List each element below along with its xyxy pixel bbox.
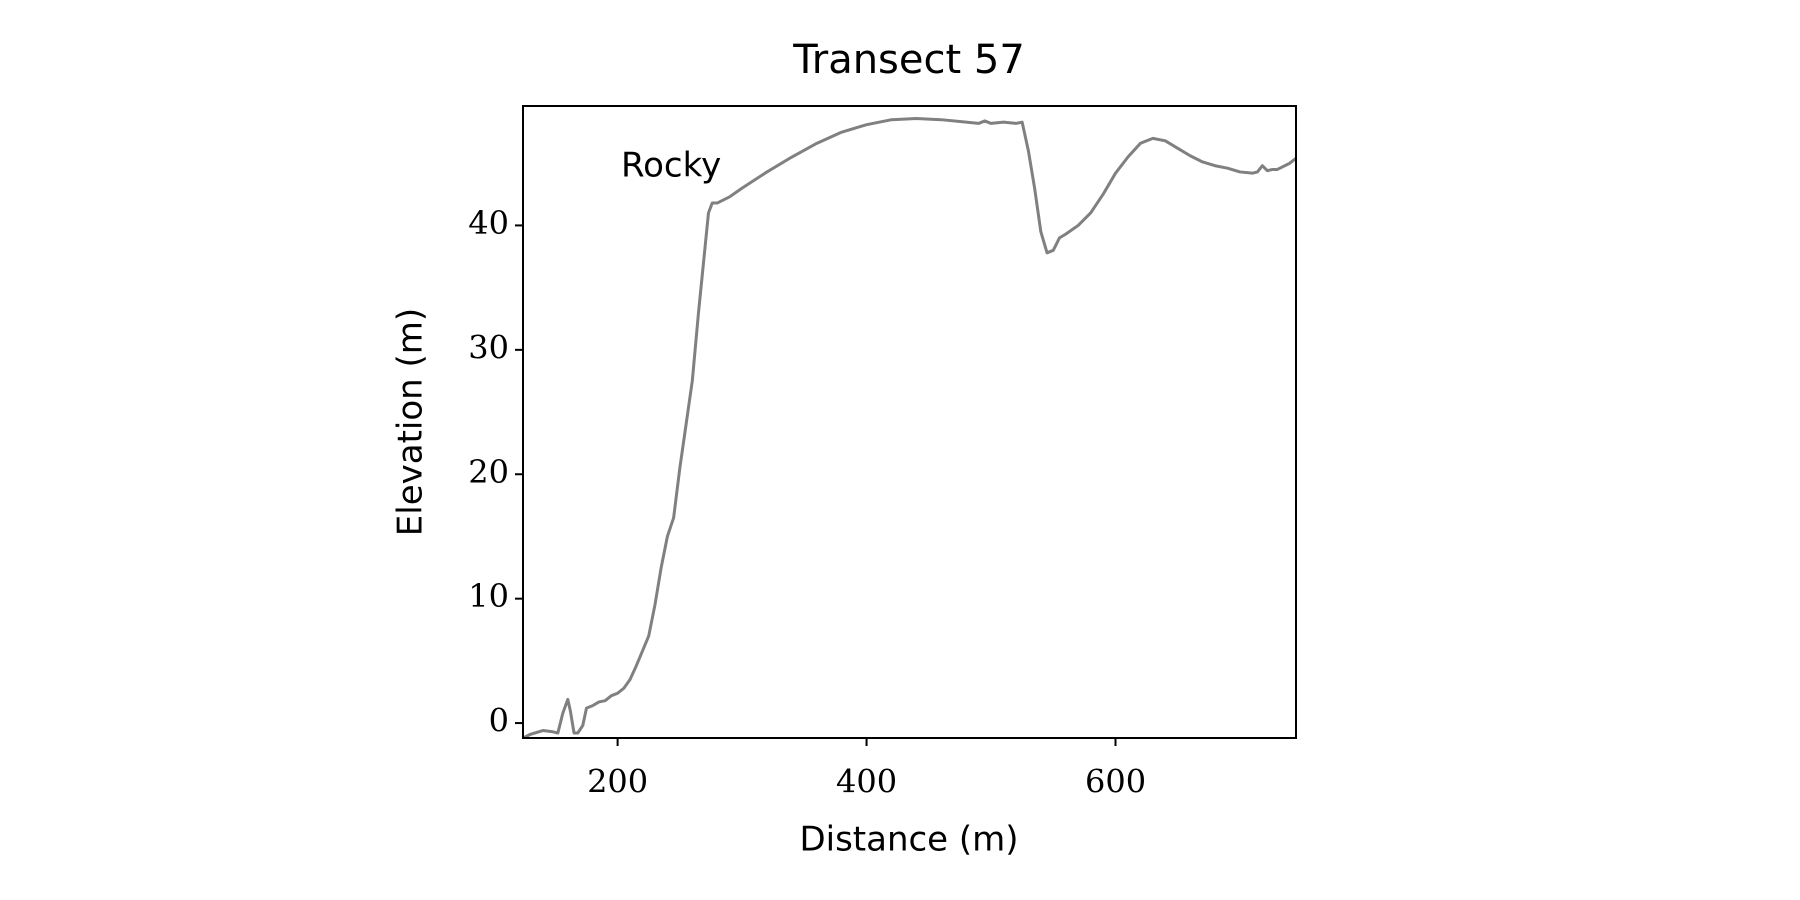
chart-title: Transect 57 <box>792 37 1025 83</box>
annotation: Rocky <box>621 146 721 186</box>
y-tick-label: 40 <box>468 204 509 242</box>
y-tick-label: 30 <box>468 328 509 366</box>
x-tick-label: 200 <box>587 763 648 801</box>
x-tick-label: 400 <box>836 763 897 801</box>
line-series <box>523 116 1296 738</box>
y-axis-label: Elevation (m) <box>391 308 431 536</box>
y-tick-label: 20 <box>468 453 509 491</box>
y-tick-label: 10 <box>468 577 509 615</box>
x-axis-label: Distance (m) <box>799 820 1018 860</box>
plot-frame <box>522 105 1297 739</box>
y-tick-label: 0 <box>489 702 509 740</box>
x-tick-label: 600 <box>1085 763 1146 801</box>
